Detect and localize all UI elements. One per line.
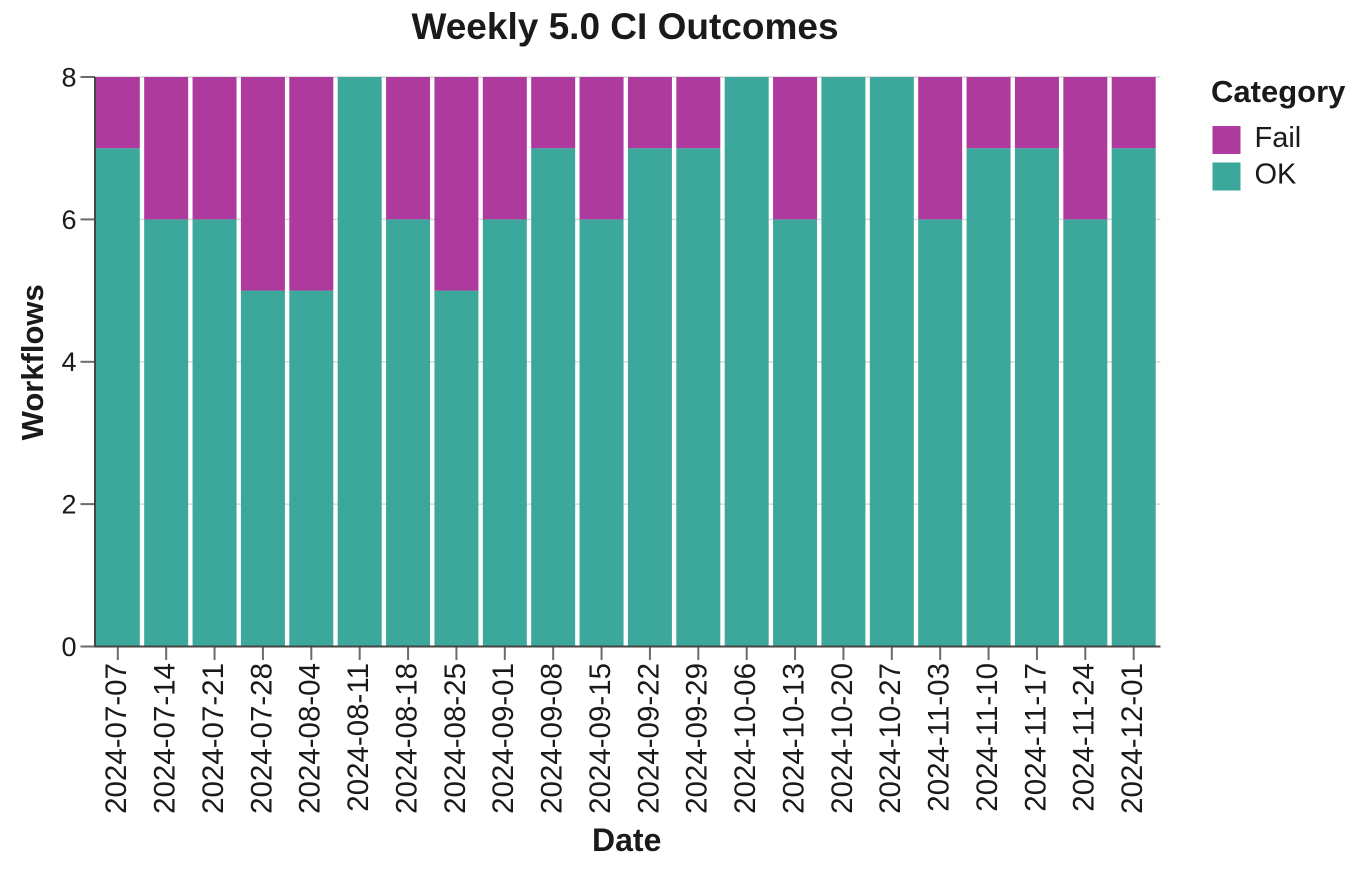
svg-text:2024-10-27: 2024-10-27 [874, 663, 907, 814]
svg-text:2024-09-01: 2024-09-01 [487, 663, 520, 814]
svg-text:2024-07-28: 2024-07-28 [245, 663, 278, 814]
svg-text:2024-07-14: 2024-07-14 [149, 663, 182, 814]
svg-text:2024-07-07: 2024-07-07 [100, 663, 133, 814]
svg-text:6: 6 [61, 205, 76, 235]
svg-text:Workflows: Workflows [15, 284, 50, 440]
svg-text:2024-10-20: 2024-10-20 [826, 663, 859, 814]
svg-text:Category: Category [1211, 74, 1346, 109]
svg-text:2024-08-11: 2024-08-11 [342, 663, 375, 812]
svg-text:2024-11-03: 2024-11-03 [923, 663, 956, 812]
svg-text:2024-09-08: 2024-09-08 [536, 663, 569, 814]
svg-text:Fail: Fail [1255, 122, 1302, 154]
svg-text:2024-09-22: 2024-09-22 [632, 663, 665, 814]
svg-text:4: 4 [61, 347, 76, 377]
svg-text:2024-09-29: 2024-09-29 [681, 663, 714, 814]
svg-text:2024-11-17: 2024-11-17 [1019, 663, 1052, 812]
svg-text:2024-08-18: 2024-08-18 [390, 663, 423, 814]
svg-text:2024-12-01: 2024-12-01 [1116, 663, 1149, 814]
svg-text:2024-11-24: 2024-11-24 [1068, 663, 1101, 812]
svg-text:2: 2 [61, 490, 76, 520]
svg-text:8: 8 [61, 63, 76, 93]
svg-text:0: 0 [61, 632, 76, 662]
svg-text:2024-07-21: 2024-07-21 [197, 663, 230, 814]
svg-text:OK: OK [1255, 159, 1298, 191]
svg-text:2024-08-25: 2024-08-25 [439, 663, 472, 814]
svg-text:2024-08-04: 2024-08-04 [294, 663, 327, 814]
svg-text:2024-11-10: 2024-11-10 [971, 663, 1004, 812]
svg-text:Weekly 5.0 CI Outcomes: Weekly 5.0 CI Outcomes [411, 6, 838, 47]
svg-text:2024-10-06: 2024-10-06 [729, 663, 762, 814]
svg-text:2024-10-13: 2024-10-13 [777, 663, 810, 814]
svg-text:Date: Date [592, 822, 661, 858]
svg-text:2024-09-15: 2024-09-15 [584, 663, 617, 814]
